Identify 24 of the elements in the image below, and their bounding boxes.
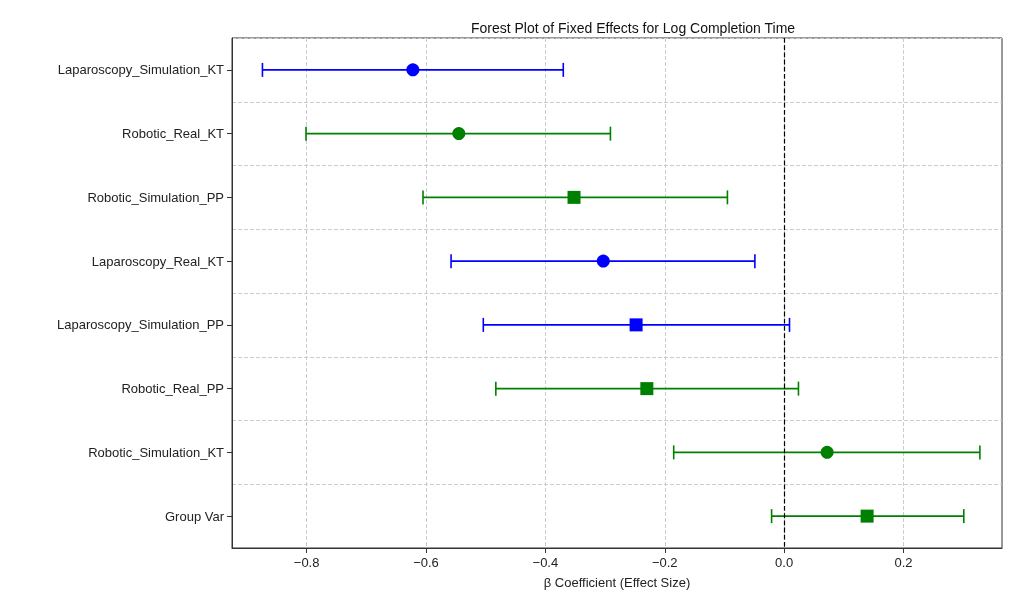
point: [452, 127, 466, 141]
x-axis-title: β Coefficient (Effect Size): [543, 575, 691, 590]
x-tick-label: −0.2: [651, 555, 678, 570]
x-tick-label: 0.2: [894, 555, 913, 570]
y-tick-label: Laparoscopy_Real_KT: [91, 253, 225, 269]
y-tick-label: Robotic_Simulation_KT: [88, 444, 225, 460]
point: [567, 190, 581, 204]
y-tick-label: Laparoscopy_Simulation_KT: [57, 62, 225, 78]
x-tick-label: −0.4: [532, 555, 559, 570]
y-tick-label: Group Var: [164, 508, 225, 524]
y-tick-label: Robotic_Real_KT: [122, 126, 225, 142]
chart-title: Forest Plot of Fixed Effects for Log Completion Time: [470, 20, 796, 36]
point: [629, 318, 643, 332]
point: [406, 63, 420, 77]
x-tick-label: −0.8: [293, 555, 320, 570]
point: [640, 382, 654, 396]
y-tick-label: Robotic_Real_PP: [121, 381, 224, 397]
point: [860, 509, 874, 523]
y-tick-label: Robotic_Simulation_PP: [87, 189, 224, 205]
point: [820, 445, 834, 459]
x-tick-label: −0.6: [413, 555, 439, 570]
y-tick-label: Laparoscopy_Simulation_PP: [57, 317, 224, 333]
x-tick-label: 0.0: [775, 555, 794, 570]
point: [596, 254, 610, 268]
